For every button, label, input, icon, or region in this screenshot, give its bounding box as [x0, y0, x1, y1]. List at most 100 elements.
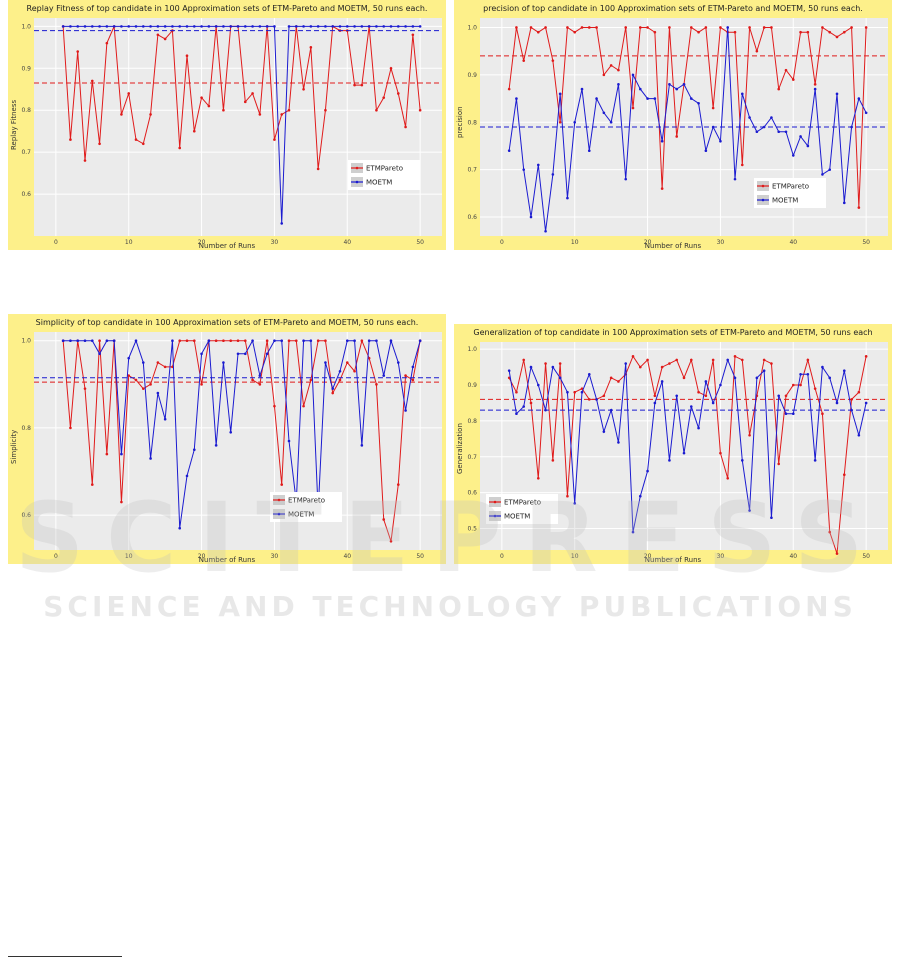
data-point	[682, 451, 686, 455]
data-point	[864, 26, 868, 29]
y-axis-label: precision	[456, 106, 464, 138]
chart-title: precision of top candidate in 100 Approx…	[483, 4, 863, 13]
chart-svg: 0.6 0.7 0.8 0.9 1.0 0 10 20 30 40 50 ETMPareto MOETM	[467, 18, 888, 246]
data-point	[287, 108, 291, 112]
data-point	[602, 430, 606, 433]
data-point	[828, 530, 832, 534]
data-point	[411, 33, 415, 37]
data-point	[507, 149, 511, 152]
data-point	[777, 130, 781, 134]
data-point	[806, 372, 810, 376]
data-point	[660, 187, 664, 190]
data-point	[127, 92, 131, 95]
data-point	[280, 483, 284, 486]
legend-marker	[277, 498, 281, 502]
data-point	[273, 138, 276, 141]
data-point	[345, 339, 349, 343]
data-point	[251, 92, 254, 95]
y-tick-label: 0.8	[21, 107, 31, 114]
data-point	[544, 362, 547, 365]
data-point	[515, 97, 518, 100]
x-tick-label: 20	[198, 553, 206, 560]
data-point	[404, 25, 407, 28]
precision-chart-panel: precision of top candidate in 100 Approx…	[454, 0, 892, 250]
data-point	[821, 173, 824, 176]
data-point	[646, 97, 649, 100]
data-point	[207, 339, 211, 343]
data-point	[777, 87, 781, 91]
data-point	[273, 339, 276, 343]
data-point	[631, 73, 635, 77]
data-point	[631, 355, 635, 358]
data-point	[697, 426, 700, 430]
data-point	[536, 30, 540, 34]
data-point	[660, 380, 664, 383]
x-tick-label: 10	[125, 239, 133, 246]
data-point	[98, 339, 101, 343]
data-point	[61, 339, 65, 343]
data-point	[243, 339, 247, 343]
legend-label: MOETM	[366, 179, 392, 187]
data-point	[689, 26, 693, 29]
data-point	[799, 383, 802, 387]
data-point	[529, 365, 533, 369]
data-point	[646, 26, 649, 29]
y-tick-label: 1.0	[467, 24, 477, 31]
data-point	[697, 30, 700, 34]
simplicity-chart-panel: Simplicity of top candidate in 100 Appro…	[8, 314, 446, 564]
data-point	[367, 356, 371, 360]
data-point	[748, 116, 751, 119]
data-point	[813, 387, 817, 390]
data-point	[777, 394, 781, 398]
data-point	[396, 92, 400, 95]
data-point	[105, 339, 109, 343]
data-point	[127, 374, 131, 377]
data-point	[733, 177, 737, 181]
data-point	[704, 26, 708, 29]
data-point	[719, 139, 722, 143]
data-point	[602, 73, 606, 77]
data-point	[287, 439, 291, 443]
data-point	[229, 25, 233, 28]
data-point	[382, 25, 386, 28]
data-point	[396, 483, 400, 486]
data-point	[609, 64, 613, 67]
data-point	[784, 68, 788, 72]
data-point	[726, 358, 730, 362]
data-point	[69, 138, 72, 141]
data-point	[258, 374, 262, 377]
data-point	[273, 25, 276, 28]
data-point	[835, 35, 839, 39]
chart-title: Generalization of top candidate in 100 A…	[473, 328, 873, 337]
data-point	[294, 339, 298, 343]
data-point	[243, 352, 247, 356]
data-point	[120, 500, 123, 504]
data-point	[331, 391, 335, 395]
data-point	[536, 476, 540, 480]
data-point	[864, 401, 868, 405]
data-point	[134, 378, 138, 382]
data-point	[396, 25, 400, 28]
data-point	[573, 120, 577, 124]
data-point	[69, 426, 72, 430]
data-point	[544, 26, 547, 29]
legend-label: MOETM	[288, 511, 314, 519]
data-point	[573, 390, 577, 394]
data-point	[587, 26, 591, 29]
data-point	[770, 362, 773, 365]
data-point	[726, 26, 730, 29]
data-point	[609, 120, 613, 124]
y-tick-label: 0.7	[467, 454, 477, 461]
data-point	[857, 97, 861, 100]
data-point	[791, 154, 795, 157]
data-point	[675, 135, 679, 138]
data-point	[828, 168, 832, 171]
data-point	[522, 405, 526, 408]
data-point	[842, 473, 846, 476]
x-tick-label: 50	[416, 553, 424, 560]
data-point	[324, 361, 327, 364]
data-point	[382, 518, 386, 521]
x-tick-label: 50	[862, 239, 870, 246]
data-point	[178, 146, 182, 150]
data-point	[799, 372, 802, 376]
